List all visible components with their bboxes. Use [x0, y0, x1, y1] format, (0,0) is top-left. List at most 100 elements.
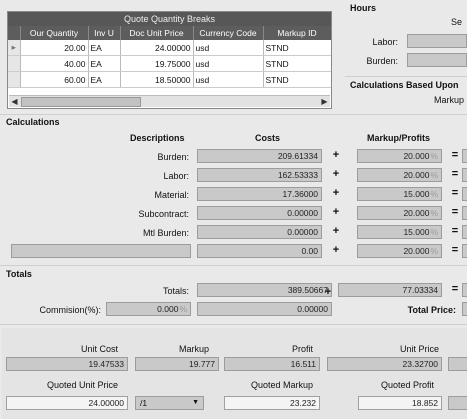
totals-markup-field[interactable]: 77.03334: [338, 283, 442, 297]
labor-cost-field[interactable]: 162.53333: [197, 168, 322, 182]
col-currency-code[interactable]: Currency Code: [193, 26, 264, 40]
per-quantity-dropdown[interactable]: /1 ▼: [135, 396, 204, 410]
plus-sign: +: [332, 149, 340, 161]
equals-sign: =: [451, 283, 459, 295]
horizontal-scrollbar[interactable]: ◀ ▶: [9, 95, 330, 107]
other-markup-field[interactable]: 20.000%: [357, 244, 442, 258]
divider: [345, 76, 467, 77]
cell-markup[interactable]: STND: [263, 71, 331, 88]
cell-qty[interactable]: 20.00: [20, 40, 89, 56]
cell-currency[interactable]: usd: [193, 55, 264, 72]
quoted-unit-price-label: Quoted Unit Price: [46, 380, 118, 390]
commission-pct-field[interactable]: 0.000%: [106, 302, 191, 316]
quoted-markup-field[interactable]: 23.232: [224, 396, 320, 410]
plus-sign: +: [332, 168, 340, 180]
grid-title: Quote Quantity Breaks: [8, 12, 331, 26]
subcontract-result-field[interactable]: [462, 206, 467, 220]
plus-sign: +: [332, 206, 340, 218]
totals-result-field[interactable]: [462, 283, 467, 297]
row-selector: [8, 55, 21, 72]
unit-cost-label: Unit Cost: [80, 344, 118, 354]
plus-sign: +: [324, 286, 332, 298]
equals-sign: =: [451, 225, 459, 237]
totals-title: Totals: [6, 269, 32, 279]
other-description-field[interactable]: [11, 244, 191, 258]
cell-qty[interactable]: 40.00: [20, 55, 89, 72]
mtl-burden-markup-field[interactable]: 15.000%: [357, 225, 442, 239]
unit-price-field[interactable]: 23.32700: [327, 357, 442, 371]
calc-based-title: Calculations Based Upon: [350, 80, 459, 90]
calculations-title: Calculations: [6, 117, 60, 127]
mtl-burden-cost-field[interactable]: 0.00000: [197, 225, 322, 239]
cell-uom[interactable]: EA: [88, 40, 121, 56]
profit-field[interactable]: 16.511: [224, 357, 320, 371]
per-quantity-value: /1: [140, 398, 148, 408]
cell-uom[interactable]: EA: [88, 71, 121, 88]
cell-price[interactable]: 19.75000: [120, 55, 194, 72]
subcontract-markup-field[interactable]: 20.000%: [357, 206, 442, 220]
material-result-field[interactable]: [462, 187, 467, 201]
burden-hours-label: Burden:: [366, 56, 398, 66]
descriptions-header: Descriptions: [130, 133, 185, 143]
unit-price-label: Unit Price: [399, 344, 439, 354]
grid-header-row: Our Quantity Inv U Doc Unit Price Curren…: [8, 26, 331, 40]
cell-price[interactable]: 18.50000: [120, 71, 194, 88]
labor-markup-field[interactable]: 20.000%: [357, 168, 442, 182]
subcontract-cost-field[interactable]: 0.00000: [197, 206, 322, 220]
unit-cost-field[interactable]: 19.47533: [6, 357, 128, 371]
material-cost-field[interactable]: 17.36000: [197, 187, 322, 201]
labor-result-field[interactable]: [462, 168, 467, 182]
cell-currency[interactable]: usd: [193, 40, 264, 56]
plus-sign: +: [332, 187, 340, 199]
cell-qty[interactable]: 60.00: [20, 71, 89, 88]
summary-extra-field[interactable]: [448, 357, 467, 371]
col-doc-unit-price[interactable]: Doc Unit Price: [120, 26, 194, 40]
total-price-field[interactable]: [462, 302, 467, 316]
cell-markup[interactable]: STND: [263, 55, 331, 72]
scroll-right-icon[interactable]: ▶: [321, 97, 328, 106]
calc-based-markup-label: Markup: [434, 95, 465, 105]
burden-hours-field[interactable]: [407, 53, 467, 67]
burden-markup-field[interactable]: 20.000%: [357, 149, 442, 163]
labor-label: Labor:: [163, 171, 189, 181]
summary-extra-field-2[interactable]: [448, 396, 467, 410]
cell-uom[interactable]: EA: [88, 55, 121, 72]
divider: [0, 324, 467, 325]
material-markup-field[interactable]: 15.000%: [357, 187, 442, 201]
cell-price[interactable]: 24.00000: [120, 40, 194, 56]
totals-cost-field[interactable]: 389.50667: [197, 283, 332, 297]
hours-se-label: Se: [451, 17, 463, 27]
quoted-unit-price-field[interactable]: 24.00000: [6, 396, 128, 410]
other-cost-field[interactable]: 0.00: [197, 244, 322, 258]
col-inv-uom[interactable]: Inv U: [88, 26, 121, 40]
commission-amount-field[interactable]: 0.00000: [197, 302, 332, 316]
mtl-burden-result-field[interactable]: [462, 225, 467, 239]
burden-cost-field[interactable]: 209.61334: [197, 149, 322, 163]
subcontract-label: Subcontract:: [138, 209, 189, 219]
chevron-down-icon: ▼: [192, 399, 199, 406]
table-row[interactable]: 40.00 EA 19.75000 usd STND: [8, 55, 331, 72]
cell-currency[interactable]: usd: [193, 71, 264, 88]
scrollbar-thumb[interactable]: [21, 97, 141, 107]
quoted-profit-field[interactable]: 18.852: [358, 396, 442, 410]
other-result-field[interactable]: [462, 244, 467, 258]
labor-hours-field[interactable]: [407, 34, 467, 48]
burden-result-field[interactable]: [462, 149, 467, 163]
profit-label: Profit: [291, 344, 313, 354]
plus-sign: +: [332, 244, 340, 256]
table-row[interactable]: 60.00 EA 18.50000 usd STND: [8, 71, 331, 88]
markup-field[interactable]: 19.777: [135, 357, 219, 371]
cell-markup[interactable]: STND: [263, 40, 331, 56]
table-row[interactable]: ▸ 20.00 EA 24.00000 usd STND: [8, 40, 331, 56]
row-pointer-icon: ▸: [8, 40, 21, 56]
equals-sign: =: [451, 149, 459, 161]
material-label: Material:: [154, 190, 189, 200]
total-price-label: Total Price:: [407, 305, 456, 315]
scroll-left-icon[interactable]: ◀: [11, 97, 18, 106]
equals-sign: =: [451, 244, 459, 256]
col-markup-id[interactable]: Markup ID: [263, 26, 331, 40]
col-our-quantity[interactable]: Our Quantity: [20, 26, 89, 40]
labor-hours-label: Labor:: [372, 37, 398, 47]
hours-title: Hours: [350, 3, 377, 13]
markup-label: Markup: [178, 344, 209, 354]
